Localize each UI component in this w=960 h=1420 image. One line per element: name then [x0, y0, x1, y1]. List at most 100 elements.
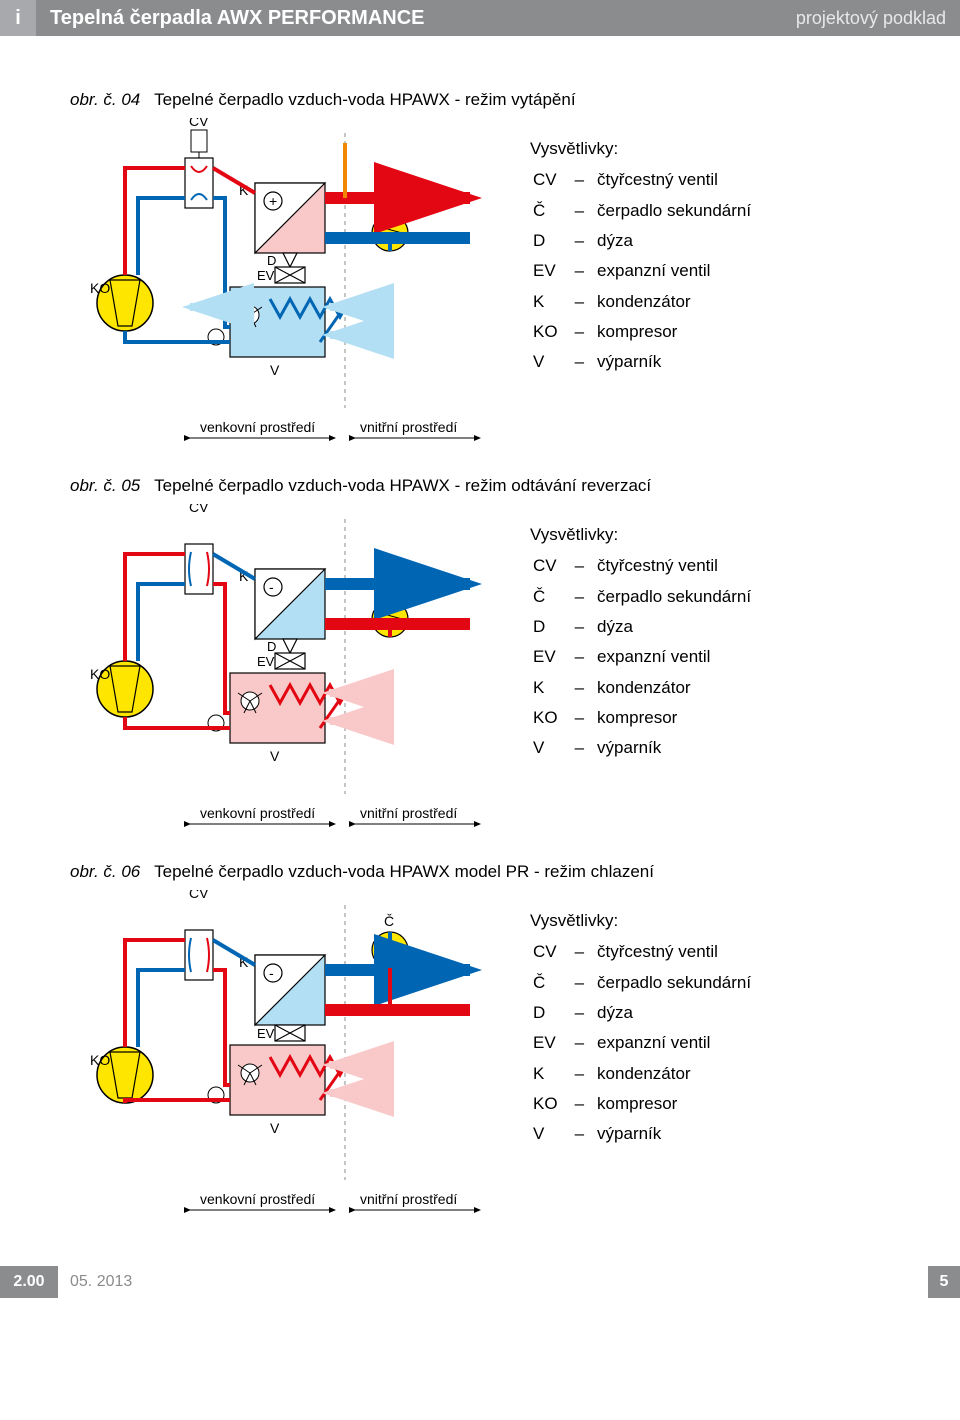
section-title: obr. č. 04 Tepelné čerpadlo vzduch-voda …	[70, 90, 900, 110]
legend-row: V – výparník	[532, 734, 752, 762]
section-title: obr. č. 06 Tepelné čerpadlo vzduch-voda …	[70, 862, 900, 882]
legend-dash: –	[574, 1090, 594, 1118]
legend-desc: dýza	[596, 227, 752, 255]
legend-desc: expanzní ventil	[596, 643, 752, 671]
legend-symbol: Č	[532, 583, 572, 611]
legend-row: Č – čerpadlo sekundární	[532, 197, 752, 225]
legend-symbol: K	[532, 1060, 572, 1088]
legend-dash: –	[574, 704, 594, 732]
diagram-row: KO CV -K EV V Čvenkovní prostředívnitřní…	[70, 890, 900, 1230]
page-footer: 2.00 05. 2013 5	[0, 1266, 960, 1298]
legend-heading: Vysvětlivky:	[530, 136, 754, 162]
legend-symbol: V	[532, 1120, 572, 1148]
legend-symbol: EV	[532, 257, 572, 285]
info-icon: i	[0, 0, 36, 36]
legend-block: Vysvětlivky: CV – čtyřcestný ventil Č – …	[530, 504, 754, 765]
svg-text:vnitřní prostředí: vnitřní prostředí	[360, 805, 457, 821]
header-title: Tepelná čerpadla AWX PERFORMANCE	[50, 7, 425, 30]
legend-row: D – dýza	[532, 999, 752, 1027]
legend-row: K – kondenzátor	[532, 674, 752, 702]
legend-desc: čerpadlo sekundární	[596, 583, 752, 611]
legend-row: EV – expanzní ventil	[532, 643, 752, 671]
legend-dash: –	[574, 938, 594, 966]
legend-symbol: CV	[532, 166, 572, 194]
legend-dash: –	[574, 166, 594, 194]
legend-row: CV – čtyřcestný ventil	[532, 166, 752, 194]
legend-table: CV – čtyřcestný ventil Č – čerpadlo seku…	[530, 936, 754, 1150]
legend-desc: výparník	[596, 1120, 752, 1148]
legend-desc: kondenzátor	[596, 288, 752, 316]
diagram-row: KO CV +KD EV V Č venkovní prostředívnitř…	[70, 118, 900, 458]
svg-text:EV: EV	[257, 1026, 275, 1041]
legend-symbol: V	[532, 734, 572, 762]
legend-symbol: D	[532, 999, 572, 1027]
legend-symbol: D	[532, 227, 572, 255]
legend-dash: –	[574, 227, 594, 255]
legend-row: EV – expanzní ventil	[532, 1029, 752, 1057]
legend-block: Vysvětlivky: CV – čtyřcestný ventil Č – …	[530, 118, 754, 379]
legend-row: Č – čerpadlo sekundární	[532, 583, 752, 611]
figure-title: Tepelné čerpadlo vzduch-voda HPAWX model…	[154, 862, 654, 881]
legend-desc: čerpadlo sekundární	[596, 969, 752, 997]
svg-text:CV: CV	[189, 504, 209, 515]
legend-row: CV – čtyřcestný ventil	[532, 552, 752, 580]
legend-dash: –	[574, 969, 594, 997]
legend-dash: –	[574, 734, 594, 762]
page-content: obr. č. 04 Tepelné čerpadlo vzduch-voda …	[0, 36, 960, 1266]
legend-desc: čtyřcestný ventil	[596, 552, 752, 580]
legend-heading: Vysvětlivky:	[530, 908, 754, 934]
legend-row: Č – čerpadlo sekundární	[532, 969, 752, 997]
svg-text:venkovní prostředí: venkovní prostředí	[200, 1191, 315, 1207]
svg-text:KO: KO	[90, 1052, 110, 1068]
legend-desc: kompresor	[596, 318, 752, 346]
svg-text:EV: EV	[257, 654, 275, 669]
svg-text:EV: EV	[257, 268, 275, 283]
figure-code: obr. č. 06	[70, 862, 140, 881]
legend-dash: –	[574, 288, 594, 316]
legend-desc: čtyřcestný ventil	[596, 166, 752, 194]
legend-dash: –	[574, 1060, 594, 1088]
legend-row: V – výparník	[532, 348, 752, 376]
legend-symbol: CV	[532, 938, 572, 966]
legend-heading: Vysvětlivky:	[530, 522, 754, 548]
svg-text:vnitřní prostředí: vnitřní prostředí	[360, 1191, 457, 1207]
legend-symbol: V	[532, 348, 572, 376]
legend-desc: kondenzátor	[596, 674, 752, 702]
svg-text:CV: CV	[189, 890, 209, 901]
legend-desc: expanzní ventil	[596, 257, 752, 285]
legend-row: KO – kompresor	[532, 318, 752, 346]
legend-row: K – kondenzátor	[532, 288, 752, 316]
page-header: i Tepelná čerpadla AWX PERFORMANCE proje…	[0, 0, 960, 36]
legend-row: KO – kompresor	[532, 704, 752, 732]
legend-symbol: KO	[532, 1090, 572, 1118]
svg-text:V: V	[270, 362, 280, 378]
svg-text:D: D	[267, 639, 276, 654]
hvac-diagram: KO CV -KD EV V Čvenkovní prostředívnitřn…	[70, 504, 500, 844]
legend-row: D – dýza	[532, 227, 752, 255]
figure-title: Tepelné čerpadlo vzduch-voda HPAWX - rež…	[154, 90, 575, 109]
legend-table: CV – čtyřcestný ventil Č – čerpadlo seku…	[530, 550, 754, 764]
legend-symbol: Č	[532, 969, 572, 997]
diagram-row: KO CV -KD EV V Čvenkovní prostředívnitřn…	[70, 504, 900, 844]
hvac-diagram: KO CV -K EV V Čvenkovní prostředívnitřní…	[70, 890, 500, 1230]
footer-date: 05. 2013	[58, 1266, 928, 1298]
svg-text:V: V	[270, 1120, 280, 1136]
legend-dash: –	[574, 552, 594, 580]
legend-row: K – kondenzátor	[532, 1060, 752, 1088]
legend-symbol: KO	[532, 318, 572, 346]
legend-dash: –	[574, 197, 594, 225]
legend-desc: expanzní ventil	[596, 1029, 752, 1057]
legend-desc: kompresor	[596, 704, 752, 732]
legend-symbol: KO	[532, 704, 572, 732]
header-subtitle: projektový podklad	[796, 8, 946, 29]
legend-row: CV – čtyřcestný ventil	[532, 938, 752, 966]
legend-dash: –	[574, 613, 594, 641]
svg-text:venkovní prostředí: venkovní prostředí	[200, 805, 315, 821]
legend-block: Vysvětlivky: CV – čtyřcestný ventil Č – …	[530, 890, 754, 1151]
legend-dash: –	[574, 1120, 594, 1148]
footer-version: 2.00	[0, 1266, 58, 1298]
legend-row: V – výparník	[532, 1120, 752, 1148]
legend-desc: dýza	[596, 613, 752, 641]
svg-text:KO: KO	[90, 666, 110, 682]
legend-dash: –	[574, 257, 594, 285]
